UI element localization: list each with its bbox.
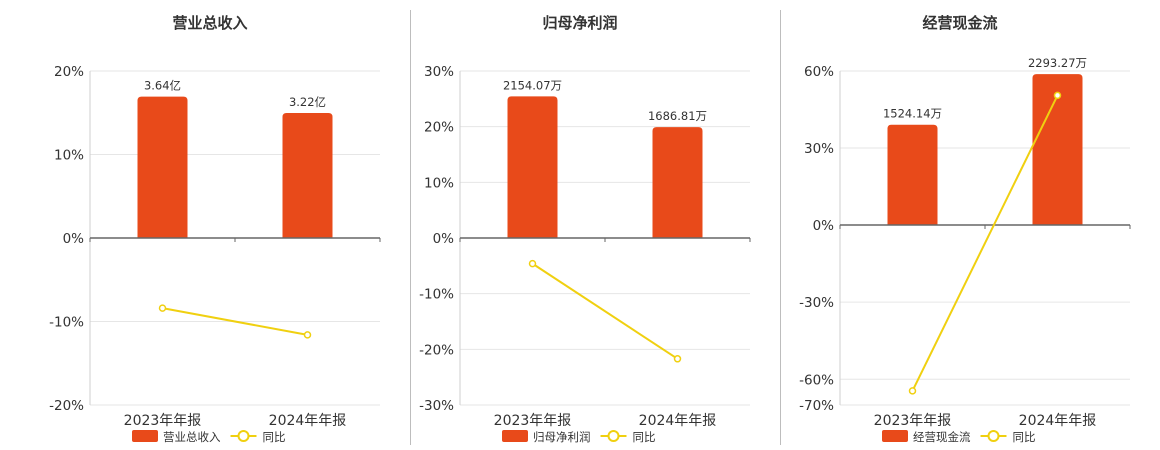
bar xyxy=(137,96,188,238)
bar xyxy=(282,112,333,238)
bar-value-label: 2154.07万 xyxy=(503,78,562,92)
y-tick-label: -70% xyxy=(799,398,834,414)
y-tick-label: 0% xyxy=(813,218,835,234)
legend-bar-label: 归母净利润 xyxy=(533,430,591,444)
bar-value-label: 3.64亿 xyxy=(144,79,181,93)
bar-value-label: 1686.81万 xyxy=(648,109,707,123)
y-tick-label: -10% xyxy=(419,287,454,303)
y-tick-label: 60% xyxy=(804,64,834,80)
legend-line-label: 同比 xyxy=(263,430,286,444)
legend-bar-swatch xyxy=(502,430,528,442)
y-tick-label: 30% xyxy=(424,64,454,80)
y-tick-label: -30% xyxy=(419,398,454,414)
yoy-point xyxy=(673,355,682,363)
y-tick-label: 20% xyxy=(54,64,84,80)
legend-line-label: 同比 xyxy=(1013,430,1036,444)
bar xyxy=(507,96,558,238)
yoy-line xyxy=(911,94,1059,392)
y-tick-label: 20% xyxy=(424,120,454,136)
chart-title: 营业总收入 xyxy=(172,14,247,32)
y-tick-label: -20% xyxy=(419,342,454,358)
x-tick-label: 2024年年报 xyxy=(269,413,347,429)
y-tick-label: -10% xyxy=(49,315,84,331)
x-tick-label: 2024年年报 xyxy=(639,413,717,429)
bar xyxy=(1032,74,1083,225)
legend-line-marker xyxy=(607,430,620,442)
panel-divider-1 xyxy=(410,10,411,445)
yoy-point xyxy=(528,259,537,268)
legend-line-label: 同比 xyxy=(633,430,656,444)
x-tick-label: 2024年年报 xyxy=(1019,413,1097,429)
y-tick-label: 10% xyxy=(54,148,84,164)
legend-line-marker xyxy=(987,430,1000,442)
legend-bar-label: 营业总收入 xyxy=(163,430,221,444)
legend-line-marker xyxy=(237,430,250,442)
bar xyxy=(887,124,938,225)
yoy-point xyxy=(1053,91,1062,100)
y-tick-label: 0% xyxy=(433,231,455,247)
x-tick-label: 2023年年报 xyxy=(124,413,202,429)
bar-value-label: 1524.14万 xyxy=(883,107,942,121)
bar xyxy=(652,127,703,238)
yoy-line xyxy=(531,262,679,360)
x-tick-label: 2023年年报 xyxy=(494,413,572,429)
chart-title: 经营现金流 xyxy=(922,14,997,32)
legend-bar-swatch xyxy=(882,430,908,442)
y-tick-label: 10% xyxy=(424,175,454,191)
x-tick-label: 2023年年报 xyxy=(874,413,952,429)
yoy-point xyxy=(158,304,167,312)
chart-title: 归母净利润 xyxy=(542,14,617,32)
y-tick-label: -60% xyxy=(799,372,834,388)
panel-divider-2 xyxy=(780,10,781,445)
legend-bar-label: 经营现金流 xyxy=(913,430,971,444)
y-tick-label: 30% xyxy=(804,141,834,157)
yoy-point xyxy=(908,387,917,395)
y-tick-label: -20% xyxy=(49,398,84,414)
y-tick-label: 0% xyxy=(63,231,85,247)
bar-value-label: 3.22亿 xyxy=(289,95,326,109)
legend-bar-swatch xyxy=(132,430,158,442)
y-tick-label: -30% xyxy=(799,295,834,311)
yoy-point xyxy=(303,331,312,339)
bar-value-label: 2293.27万 xyxy=(1028,56,1087,70)
yoy-line xyxy=(162,307,308,336)
